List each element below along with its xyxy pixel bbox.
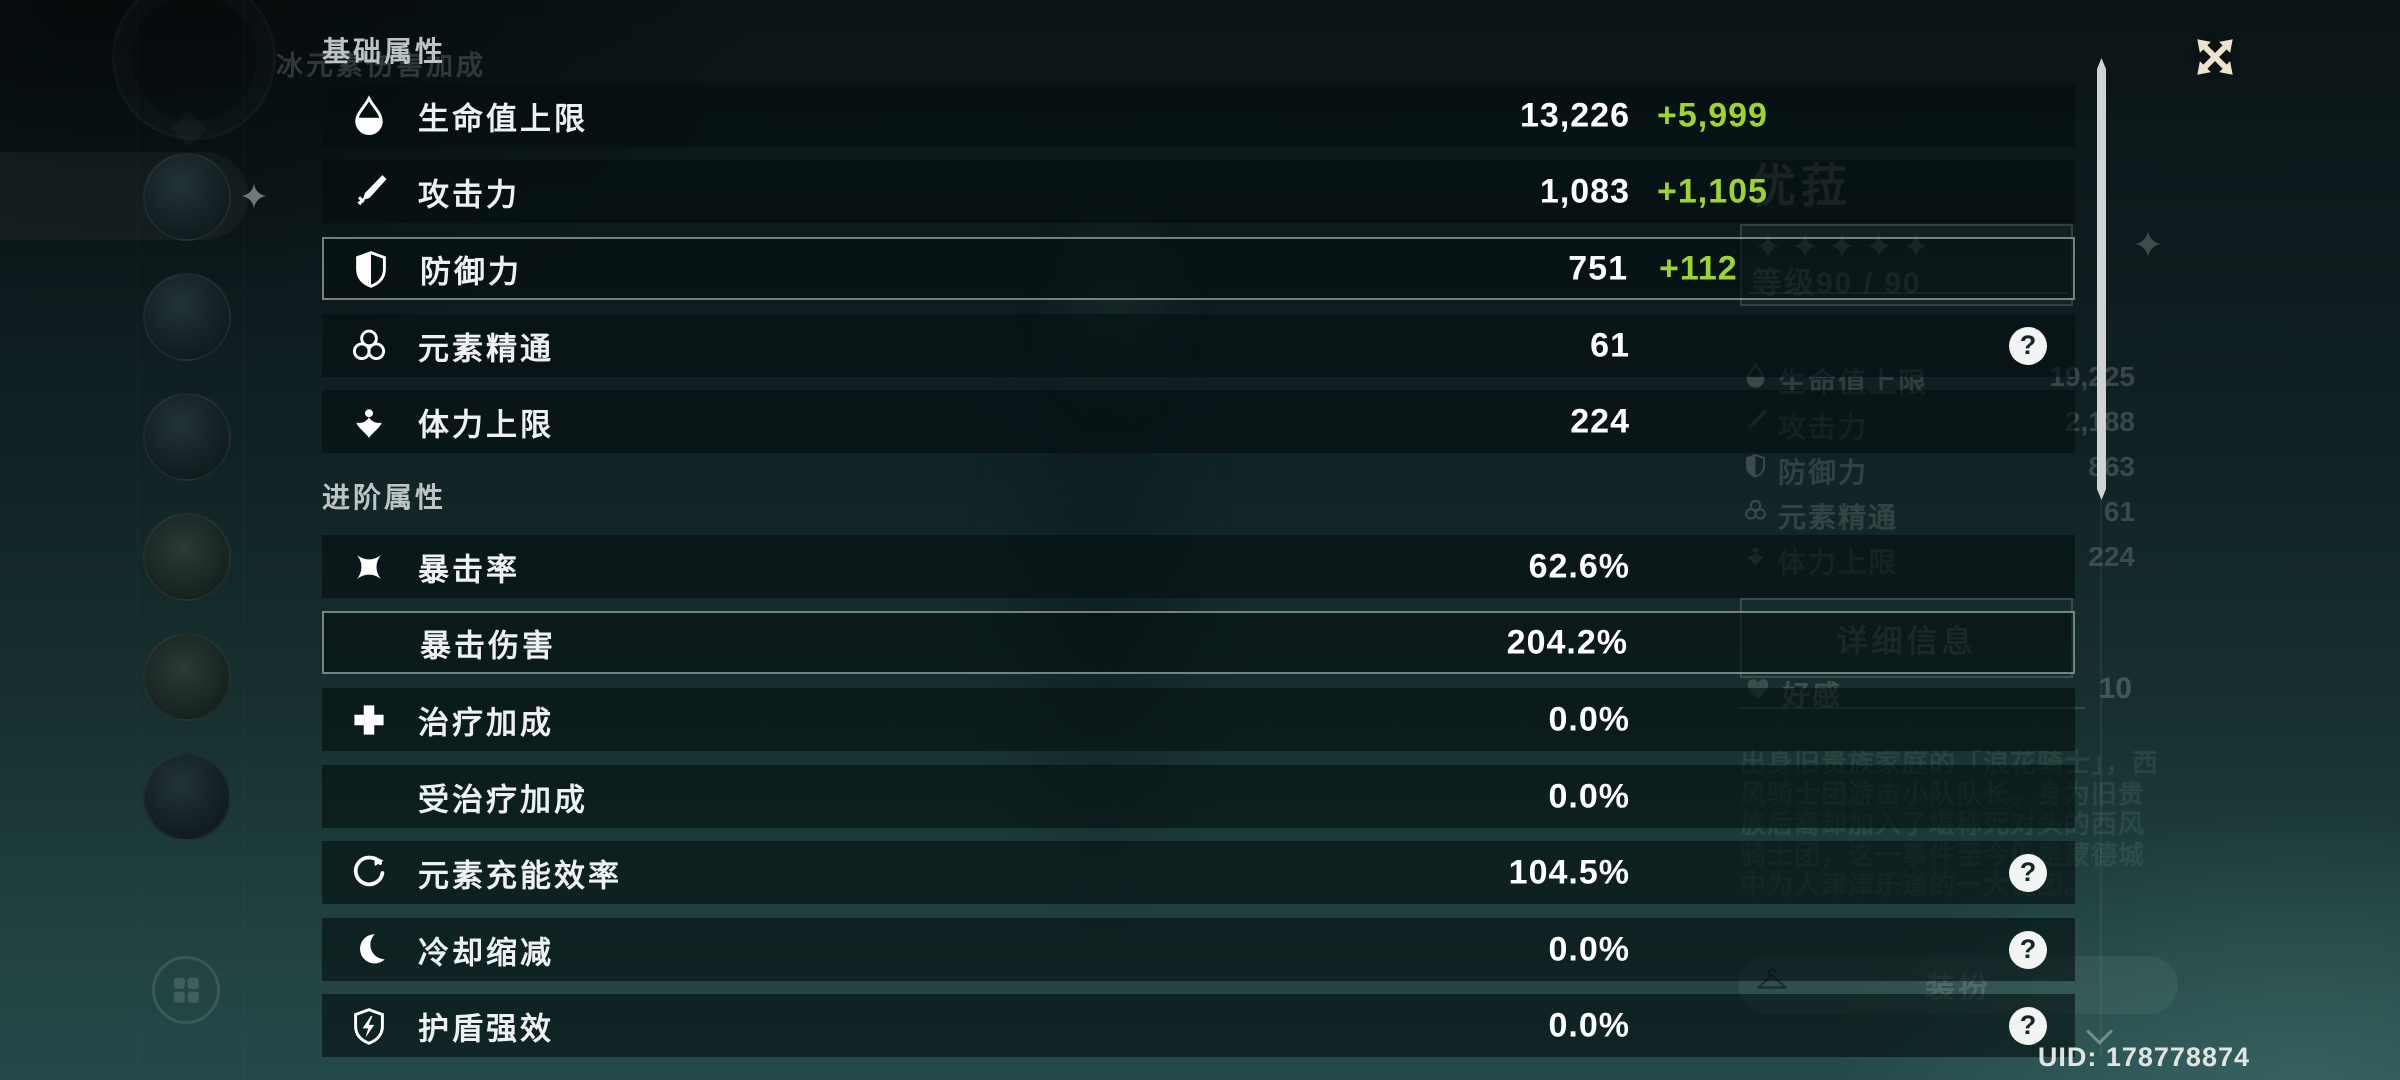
stat-row[interactable]: 冷却缩减 0.0% ? bbox=[322, 918, 2075, 981]
stat-value: 0.0% bbox=[1548, 930, 1630, 968]
elemental-mastery-icon bbox=[1742, 497, 1769, 524]
stat-label: 生命值上限 bbox=[418, 101, 588, 136]
crit-rate-icon bbox=[348, 546, 390, 588]
stat-label: 防御力 bbox=[420, 254, 522, 289]
healing-bonus-icon bbox=[348, 699, 390, 741]
stat-value: 0.0% bbox=[1548, 700, 1630, 738]
stat-label: 治疗加成 bbox=[418, 705, 554, 740]
stat-value: 62.6% bbox=[1528, 547, 1630, 585]
help-icon[interactable]: ? bbox=[2009, 930, 2047, 969]
close-button[interactable] bbox=[2172, 14, 2258, 100]
stat-label: 冷却缩减 bbox=[418, 935, 554, 970]
section-title: 进阶属性 bbox=[322, 482, 447, 513]
stat-value: 1,083 bbox=[1539, 172, 1630, 210]
stat-value: 204.2% bbox=[1506, 623, 1628, 661]
stat-value: 13,226 bbox=[1520, 96, 1630, 134]
avatar-slot-6 bbox=[143, 753, 231, 841]
avatar-slot-4 bbox=[143, 513, 231, 601]
avatar-slot-5 bbox=[143, 633, 231, 721]
stat-value: 0.0% bbox=[1548, 1006, 1630, 1044]
stat-label: 元素充能效率 bbox=[418, 858, 622, 893]
background-stat-row: 元素精通 61 bbox=[1740, 493, 2140, 533]
stat-row[interactable]: 暴击率 62.6% bbox=[322, 535, 2075, 598]
section-title: 基础属性 bbox=[322, 36, 447, 67]
stat-value: 224 bbox=[1570, 402, 1630, 440]
stat-row[interactable]: 元素精通 61 ? bbox=[322, 314, 2075, 377]
sidebar-seam-right bbox=[243, 0, 244, 1080]
help-icon[interactable]: ? bbox=[2009, 1006, 2047, 1045]
stat-label: 暴击率 bbox=[418, 552, 520, 587]
background-stat-label: 元素精通 bbox=[1778, 502, 1899, 533]
stat-value: 751 bbox=[1568, 249, 1628, 287]
stat-row[interactable]: 受治疗加成 0.0% bbox=[322, 765, 2075, 828]
help-icon[interactable]: ? bbox=[2009, 326, 2047, 365]
stat-row[interactable]: 暴击伤害 204.2% bbox=[322, 611, 2075, 674]
region-crest-icon bbox=[112, 0, 276, 140]
stat-label: 暴击伤害 bbox=[420, 628, 556, 663]
elemental-mastery-icon bbox=[348, 325, 390, 367]
avatar-slot-3 bbox=[143, 393, 231, 481]
stat-row[interactable]: 元素充能效率 104.5% ? bbox=[322, 841, 2075, 904]
stat-row[interactable]: 体力上限 224 bbox=[322, 390, 2075, 453]
stat-value: 104.5% bbox=[1508, 853, 1630, 891]
stat-label: 元素精通 bbox=[418, 331, 554, 366]
background-stat-value: 863 bbox=[2088, 451, 2135, 482]
uid-label: UID: 178778874 bbox=[2037, 1042, 2250, 1072]
background-stat-label: 防御力 bbox=[1778, 457, 1869, 488]
scrollbar-track bbox=[2100, 500, 2102, 1056]
cooldown-reduction-icon bbox=[348, 929, 390, 971]
sparkle-icon bbox=[239, 181, 269, 211]
stat-row[interactable]: 防御力 751 +112 bbox=[322, 237, 2075, 300]
stat-row[interactable]: 生命值上限 13,226 +5,999 bbox=[322, 84, 2075, 147]
view-all-characters-button bbox=[152, 956, 220, 1024]
stamina-icon bbox=[348, 401, 390, 443]
friendship-value: 10 bbox=[2098, 672, 2132, 705]
stat-label: 受治疗加成 bbox=[418, 782, 588, 817]
stat-label: 护盾强效 bbox=[418, 1011, 554, 1046]
avatar-slot-2 bbox=[143, 273, 231, 361]
def-icon bbox=[1742, 452, 1769, 479]
stat-bonus-value: +5,999 bbox=[1657, 96, 1768, 134]
background-stat-value: 224 bbox=[2088, 541, 2135, 572]
stat-row[interactable]: 攻击力 1,083 +1,105 bbox=[322, 160, 2075, 223]
stat-bonus-value: +1,105 bbox=[1657, 172, 1768, 210]
stat-value: 61 bbox=[1590, 326, 1630, 364]
stat-label: 攻击力 bbox=[418, 177, 520, 212]
def-icon bbox=[350, 248, 392, 290]
help-icon[interactable]: ? bbox=[2009, 853, 2047, 892]
close-icon bbox=[2197, 39, 2233, 75]
stat-label: 体力上限 bbox=[418, 407, 554, 442]
sparkle-icon bbox=[2132, 228, 2164, 260]
energy-recharge-icon bbox=[348, 852, 390, 894]
background-stat-row: 防御力 863 bbox=[1740, 448, 2140, 488]
atk-icon bbox=[348, 171, 390, 213]
stat-row[interactable]: 治疗加成 0.0% bbox=[322, 688, 2075, 751]
shield-strength-icon bbox=[348, 1005, 390, 1047]
grid-icon bbox=[173, 977, 199, 1003]
stat-row[interactable]: 护盾强效 0.0% ? bbox=[322, 994, 2075, 1057]
scrollbar-thumb[interactable] bbox=[2097, 58, 2106, 500]
stat-bonus-value: +112 bbox=[1659, 249, 1738, 287]
background-stat-value: 61 bbox=[2103, 496, 2135, 527]
stat-value: 0.0% bbox=[1548, 777, 1630, 815]
element-bonus-label: 冰元素伤害加成 bbox=[276, 51, 486, 81]
avatar-slot-1 bbox=[143, 153, 231, 241]
hp-icon bbox=[348, 94, 390, 137]
